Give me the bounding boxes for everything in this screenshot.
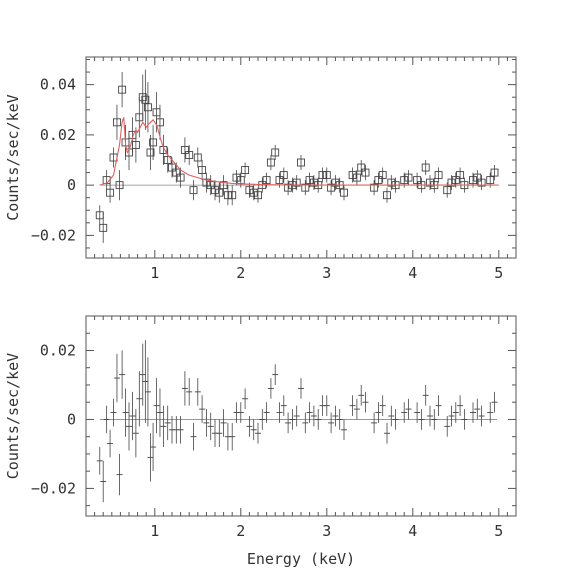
- data-point: [141, 95, 150, 104]
- data-point: [211, 186, 219, 195]
- data-point: [348, 171, 357, 180]
- data-point: [131, 140, 140, 149]
- data-point: [477, 178, 486, 187]
- data-point: [434, 171, 443, 180]
- data-point: [99, 223, 108, 232]
- x-tick-label: 2: [236, 264, 245, 282]
- data-point: [206, 181, 215, 190]
- data-point: [340, 188, 348, 197]
- data-point: [266, 158, 275, 167]
- y-tick-label: 0: [67, 410, 76, 428]
- data-point: [305, 176, 314, 185]
- data-point: [469, 176, 477, 185]
- data-point: [180, 146, 189, 154]
- data-point: [258, 181, 267, 190]
- x-tick-label: 5: [494, 264, 503, 282]
- y-tick-label: −0.02: [31, 226, 76, 244]
- data-point: [443, 186, 452, 195]
- data-point: [146, 148, 155, 157]
- data-point: [318, 171, 327, 180]
- data-point: [357, 163, 366, 172]
- data-point: [241, 166, 250, 175]
- data-point: [106, 188, 115, 197]
- data-point: [426, 178, 434, 187]
- data-point: [279, 171, 288, 180]
- data-point: [219, 181, 228, 190]
- data-point: [118, 85, 127, 94]
- data-point: [378, 171, 387, 180]
- x-tick-label: 4: [408, 264, 417, 282]
- data-point: [301, 183, 310, 192]
- spectrum-panel: 1 2 3 4 5 −0.02 0 0.02 0.04 Counts/sec/keV: [4, 56, 517, 282]
- data-point: [245, 186, 254, 195]
- data-point: [185, 151, 194, 159]
- y-axis-label: Counts/sec/keV: [4, 94, 22, 220]
- data-point: [309, 178, 318, 187]
- x-tick-label: 1: [150, 264, 159, 282]
- data-point: [172, 168, 181, 177]
- data-point: [138, 93, 147, 102]
- data-point: [361, 168, 370, 177]
- data-point: [176, 173, 185, 182]
- data-point: [473, 173, 482, 182]
- data-point: [447, 178, 456, 187]
- data-point: [198, 166, 207, 175]
- data-point: [143, 103, 152, 112]
- model-curve: [99, 117, 499, 186]
- data-point: [352, 173, 361, 182]
- y-axis-label: Counts/sec/keV: [4, 353, 22, 479]
- x-tick-label: 3: [322, 522, 331, 540]
- data-point: [490, 168, 499, 177]
- data-point: [486, 176, 495, 185]
- data-point: [223, 191, 232, 200]
- data-point: [232, 173, 241, 182]
- data-point: [193, 153, 202, 162]
- x-tick-label: 3: [322, 264, 331, 282]
- y-tick-label: 0.02: [40, 341, 76, 359]
- data-point: [215, 188, 224, 197]
- data-point: [284, 183, 293, 192]
- residuals-panel: 1 2 3 4 5 −0.02 0 0.02 Counts/sec/keV Energy (keV…: [4, 315, 517, 568]
- x-tick-label: 4: [408, 522, 417, 540]
- y-tick-label: −0.02: [31, 479, 76, 497]
- x-tick-label: 2: [236, 522, 245, 540]
- x-axis-label: Energy (keV): [247, 550, 355, 568]
- data-point: [254, 191, 262, 200]
- data-point: [149, 138, 158, 147]
- data-point: [383, 191, 391, 200]
- data-point: [168, 163, 176, 172]
- data-point: [292, 178, 301, 187]
- data-point: [163, 156, 172, 164]
- data-point: [327, 183, 336, 192]
- data-point: [404, 173, 413, 182]
- y-tick-label: 0.04: [40, 76, 76, 94]
- data-point: [115, 181, 124, 190]
- data-point: [156, 118, 164, 127]
- data-point: [374, 176, 383, 185]
- data-point: [249, 188, 258, 197]
- x-tick-label: 1: [150, 522, 159, 540]
- data-point: [331, 178, 340, 187]
- data-point: [387, 178, 396, 187]
- data-point: [189, 186, 198, 195]
- data-point: [297, 158, 305, 167]
- data-point: [113, 118, 121, 127]
- data-point: [370, 183, 379, 192]
- data-point: [456, 171, 465, 180]
- data-point: [400, 176, 409, 185]
- data-point: [421, 163, 430, 172]
- data-point: [322, 171, 331, 180]
- data-point: [228, 191, 237, 200]
- data-point: [451, 176, 460, 185]
- data-point: [271, 148, 280, 157]
- y-tick-label: 0.02: [40, 126, 76, 144]
- y-tick-label: 0: [67, 176, 76, 194]
- data-point: [413, 176, 422, 185]
- data-point: [262, 176, 271, 185]
- x-tick-label: 5: [494, 522, 503, 540]
- data-point: [202, 178, 211, 187]
- data-point: [275, 176, 284, 185]
